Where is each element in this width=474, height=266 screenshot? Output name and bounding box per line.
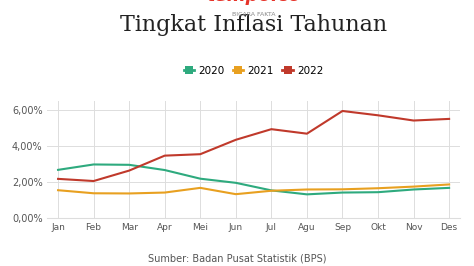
Text: tempo.co: tempo.co [206,0,301,5]
Legend: 2020, 2021, 2022: 2020, 2021, 2022 [180,62,328,80]
Text: Tingkat Inflasi Tahunan: Tingkat Inflasi Tahunan [120,14,387,36]
Text: Sumber: Badan Pusat Statistik (BPS): Sumber: Badan Pusat Statistik (BPS) [148,253,326,263]
Text: BICARA FAKTA: BICARA FAKTA [232,12,275,17]
